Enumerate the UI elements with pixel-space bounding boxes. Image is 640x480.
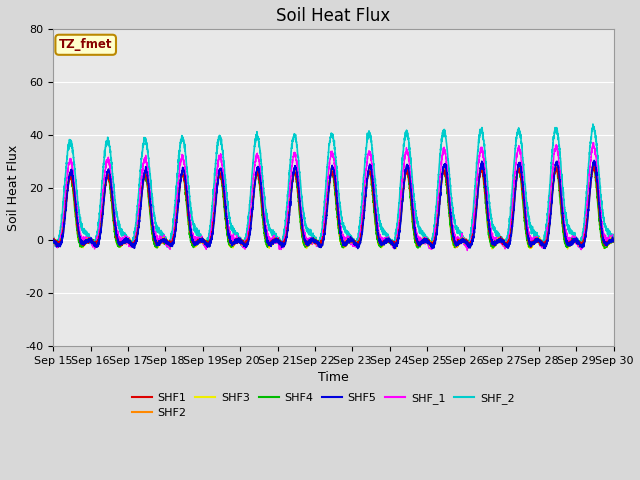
SHF_2 [610,239,618,244]
SHF4 [460,239,467,244]
Line: SHF4: SHF4 [53,166,614,249]
SHF1 [313,239,321,245]
SHF2 [610,237,618,243]
SHF5 [354,246,362,252]
Y-axis label: Soil Heat Flux: Soil Heat Flux [7,144,20,231]
SHF_2 [313,240,321,245]
SHF_1 [463,248,471,253]
SHF1 [49,236,57,241]
SHF3 [610,238,618,243]
SHF1 [491,240,499,245]
SHF1 [610,238,618,244]
SHF1 [590,164,598,169]
SHF2 [150,235,158,241]
Title: Soil Heat Flux: Soil Heat Flux [276,7,390,25]
SHF1 [150,234,158,240]
SHF_2 [49,240,57,245]
SHF_1 [609,236,617,242]
SHF_2 [492,228,499,233]
SHF5 [590,157,598,163]
SHF5 [150,233,158,239]
SHF3 [564,246,572,252]
SHF5 [428,244,436,250]
SHF4 [49,240,57,246]
SHF2 [590,161,598,167]
SHF_1 [610,239,618,244]
SHF4 [609,240,617,245]
SHF4 [610,237,618,242]
SHF5 [610,239,618,244]
SHF_1 [589,140,597,145]
SHF_1 [313,240,321,246]
SHF_1 [460,239,467,244]
SHF5 [49,237,57,242]
Line: SHF1: SHF1 [53,167,614,248]
SHF3 [428,242,436,248]
SHF4 [491,241,499,247]
Line: SHF_2: SHF_2 [53,124,614,247]
SHF4 [600,246,608,252]
SHF_2 [460,236,467,242]
SHF_2 [163,244,171,250]
SHF2 [313,239,321,245]
Line: SHF3: SHF3 [53,164,614,249]
Line: SHF_1: SHF_1 [53,143,614,251]
SHF4 [150,240,158,245]
SHF3 [609,239,617,245]
SHF3 [49,239,57,244]
Text: TZ_fmet: TZ_fmet [59,38,113,51]
Line: SHF5: SHF5 [53,160,614,249]
X-axis label: Time: Time [318,371,349,384]
SHF_1 [150,228,158,233]
SHF_1 [49,240,57,246]
SHF2 [460,236,467,241]
SHF_2 [428,236,436,241]
SHF_2 [589,121,596,127]
SHF_2 [609,234,617,240]
SHF5 [460,238,467,243]
SHF1 [527,245,534,251]
SHF4 [313,238,321,244]
SHF2 [492,242,499,248]
SHF3 [491,243,499,249]
Line: SHF2: SHF2 [53,164,614,248]
SHF5 [313,238,321,244]
Legend: SHF1, SHF2, SHF3, SHF4, SHF5, SHF_1, SHF_2: SHF1, SHF2, SHF3, SHF4, SHF5, SHF_1, SHF… [132,393,515,418]
SHF3 [150,239,158,245]
SHF2 [609,239,617,245]
SHF2 [49,237,57,243]
SHF4 [589,163,596,169]
SHF1 [460,237,467,242]
SHF_2 [150,213,158,218]
SHF2 [317,245,324,251]
SHF1 [428,240,436,245]
SHF5 [492,242,499,248]
SHF3 [460,238,467,243]
SHF3 [589,161,597,167]
SHF_1 [428,242,436,248]
SHF5 [609,238,617,244]
SHF_1 [492,237,499,243]
SHF4 [428,242,436,248]
SHF1 [609,238,617,243]
SHF3 [313,240,321,245]
SHF2 [428,240,436,246]
